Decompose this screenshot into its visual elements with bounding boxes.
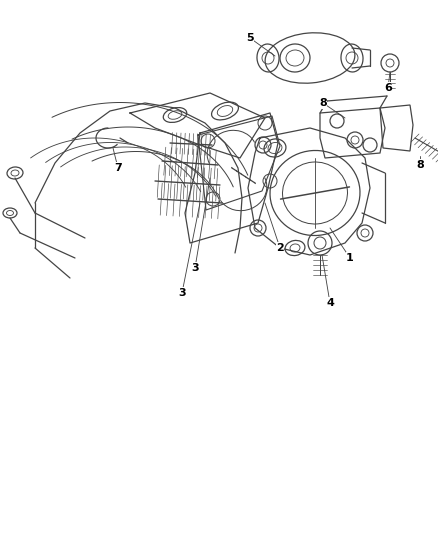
Text: 4: 4 [325,298,333,308]
Text: 1: 1 [345,253,353,263]
Text: 6: 6 [383,83,391,93]
Text: 5: 5 [246,33,253,43]
Text: 8: 8 [415,160,423,170]
Text: 8: 8 [318,98,326,108]
Text: 3: 3 [191,263,198,273]
Text: 7: 7 [114,163,122,173]
Text: 2: 2 [276,243,283,253]
Text: 3: 3 [178,288,185,298]
